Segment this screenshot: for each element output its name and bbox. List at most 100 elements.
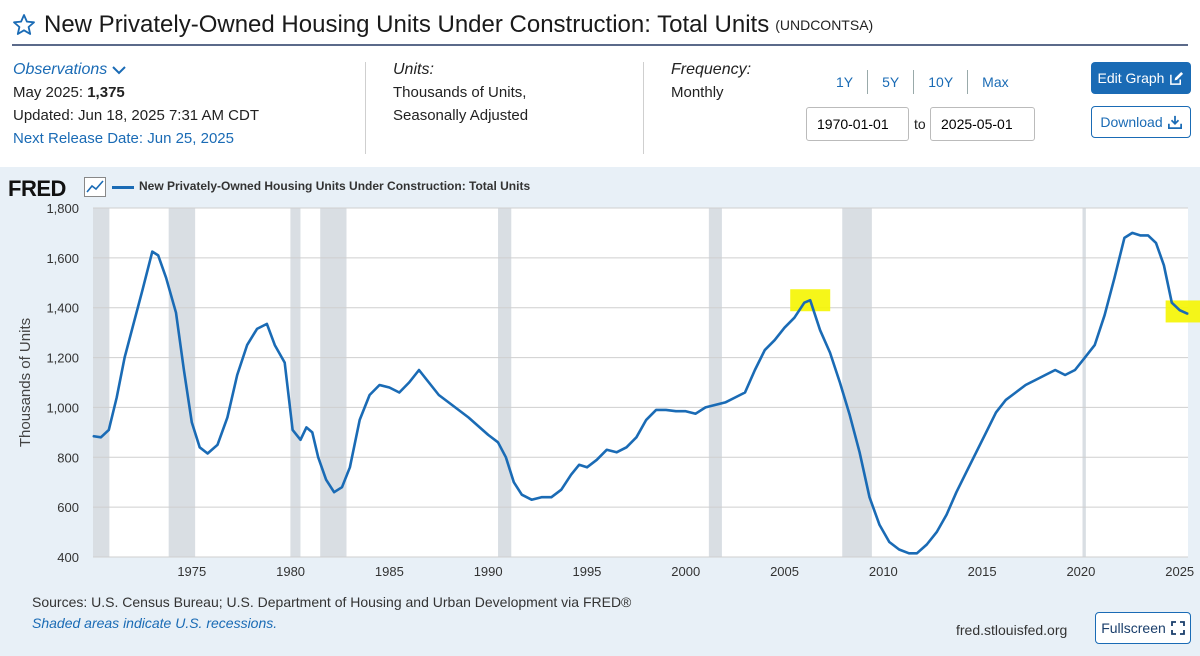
data-point	[408, 381, 410, 384]
data-point	[378, 384, 381, 386]
data-point	[975, 451, 977, 453]
data-point	[1179, 309, 1181, 311]
data-point	[256, 328, 258, 330]
data-point	[151, 251, 153, 253]
recession-band	[93, 208, 110, 557]
data-point	[266, 323, 268, 325]
recession-band	[708, 208, 722, 557]
data-point	[341, 486, 343, 488]
data-point	[819, 329, 821, 331]
data-point	[916, 552, 918, 554]
legend-label: New Privately-Owned Housing Units Under …	[139, 179, 531, 193]
x-tick-label: 1985	[375, 564, 404, 579]
divider	[643, 62, 644, 154]
range-buttons: 1Y 5Y 10Y Max	[822, 70, 1023, 94]
title-row: New Privately-Owned Housing Units Under …	[12, 8, 1188, 42]
edit-graph-button[interactable]: Edit Graph	[1091, 62, 1191, 94]
data-point	[1163, 264, 1165, 266]
data-point	[1094, 344, 1096, 346]
data-point	[1015, 391, 1017, 394]
recession-note[interactable]: Shaded areas indicate U.S. recessions.	[32, 615, 278, 631]
divider	[365, 62, 366, 154]
data-point	[1187, 313, 1189, 315]
data-point	[1131, 232, 1133, 234]
data-point	[578, 464, 580, 466]
data-point	[1005, 399, 1007, 401]
plot-area	[93, 208, 1188, 557]
data-point	[965, 471, 967, 473]
sources-text: Sources: U.S. Census Bureau; U.S. Depart…	[32, 594, 632, 610]
x-tick-label: 1990	[474, 564, 503, 579]
y-tick-label: 1,600	[46, 251, 79, 266]
data-point	[714, 404, 717, 406]
to-label: to	[914, 116, 926, 132]
data-point	[398, 391, 400, 394]
recession-band	[168, 208, 196, 557]
data-point	[1054, 369, 1056, 371]
download-button[interactable]: Download	[1091, 106, 1191, 138]
star-icon[interactable]	[12, 13, 36, 37]
data-point	[284, 362, 286, 364]
data-point	[1084, 357, 1086, 359]
fullscreen-button[interactable]: Fullscreen	[1095, 612, 1191, 644]
chevron-down-icon[interactable]	[111, 64, 127, 76]
data-point	[868, 496, 871, 498]
end-date-input[interactable]	[930, 107, 1035, 141]
next-release-text: Next Release Date: Jun 25, 2025	[13, 130, 234, 147]
data-point	[274, 344, 276, 346]
y-tick-label: 1,800	[46, 201, 79, 216]
observations-label[interactable]: Observations	[13, 61, 108, 78]
units-line1: Thousands of Units,	[393, 84, 527, 101]
data-point	[724, 401, 726, 403]
data-point	[1139, 234, 1141, 236]
frequency-heading: Frequency:	[671, 61, 752, 78]
data-point	[570, 474, 572, 476]
data-point	[141, 289, 143, 291]
data-point	[448, 401, 450, 403]
data-point	[226, 416, 228, 418]
download-icon	[1167, 115, 1182, 129]
start-date-input[interactable]	[806, 107, 909, 141]
x-tick-label: 1980	[276, 564, 305, 579]
data-point	[513, 481, 515, 483]
data-point	[744, 391, 746, 394]
data-point	[1064, 374, 1066, 376]
latest-value: 1,375	[87, 84, 125, 101]
series-id: (UNDCONTSA)	[775, 17, 874, 33]
range-10y-button[interactable]: 10Y	[914, 70, 969, 94]
data-point	[521, 494, 523, 496]
data-point	[477, 425, 479, 427]
range-5y-button[interactable]: 5Y	[868, 70, 915, 94]
x-tick-label: 2025	[1165, 564, 1194, 579]
x-tick-label: 2005	[770, 564, 799, 579]
data-point	[457, 409, 460, 411]
data-point	[100, 436, 102, 438]
fred-url[interactable]: fred.stlouisfed.org	[956, 622, 1068, 638]
data-point	[438, 394, 440, 396]
y-tick-label: 1,400	[46, 301, 79, 316]
observations-dropdown[interactable]: Observations	[13, 58, 259, 81]
data-point	[809, 299, 811, 301]
data-point	[908, 552, 910, 554]
x-tick-label: 2010	[869, 564, 898, 579]
data-point	[369, 394, 371, 396]
data-point	[625, 446, 628, 448]
data-point	[774, 339, 776, 341]
data-point	[849, 414, 851, 416]
data-point	[467, 416, 469, 418]
y-tick-label: 800	[57, 450, 79, 465]
data-point	[175, 312, 177, 314]
x-tick-label: 1975	[177, 564, 206, 579]
range-1y-button[interactable]: 1Y	[822, 70, 869, 94]
data-point	[550, 496, 553, 498]
data-point	[764, 349, 766, 351]
data-point	[497, 441, 499, 443]
data-point	[325, 479, 327, 481]
data-point	[505, 456, 507, 458]
range-max-button[interactable]: Max	[982, 74, 1009, 90]
data-point	[428, 381, 430, 384]
data-point	[1113, 277, 1116, 279]
data-point	[108, 429, 110, 431]
data-point	[1074, 369, 1076, 371]
data-point	[704, 406, 707, 408]
